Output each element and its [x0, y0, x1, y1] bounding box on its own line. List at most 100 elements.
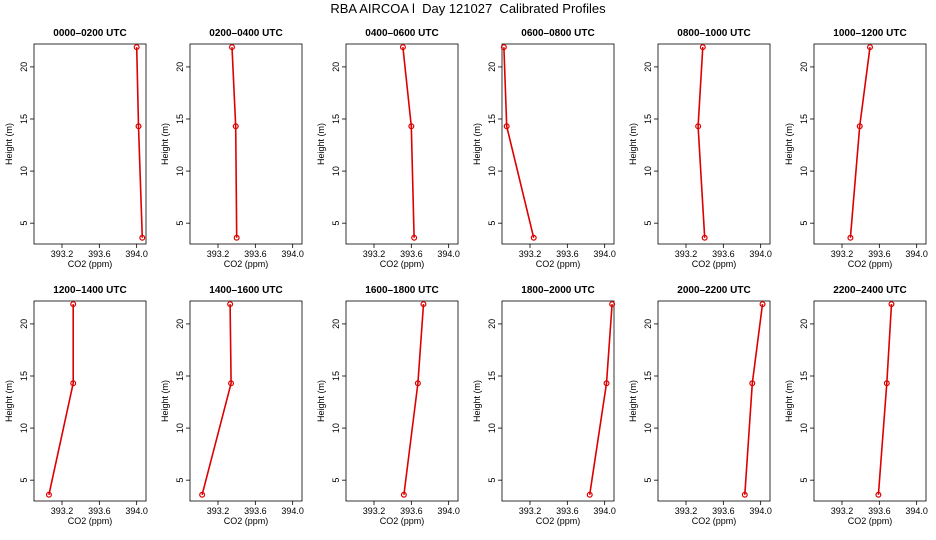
x-tick-label: 393.2 [207, 249, 230, 259]
y-tick-label: 5 [643, 221, 653, 226]
profile-point [503, 123, 510, 130]
panel-title: 1600–1800 UTC [365, 285, 438, 296]
y-tick-label: 5 [331, 221, 341, 226]
plot-frame [813, 43, 927, 245]
y-axis-label: Height (m) [628, 380, 638, 422]
y-tick-label: 10 [799, 166, 809, 176]
x-tick-label: 393.6 [556, 249, 579, 259]
x-tick-label: 393.2 [831, 249, 854, 259]
x-tick-label: 393.6 [88, 506, 111, 516]
profile-point [135, 123, 142, 130]
y-tick-label: 5 [487, 478, 497, 483]
x-tick-label: 393.2 [519, 506, 542, 516]
profile-point [847, 234, 854, 241]
x-tick-label: 394.0 [593, 506, 616, 516]
x-axis-label: CO2 (ppm) [224, 259, 269, 269]
profile-point [741, 491, 748, 498]
profile-point [411, 234, 418, 241]
profile-point [586, 491, 593, 498]
y-axis-label: Height (m) [316, 380, 326, 422]
profile-line [403, 304, 425, 495]
x-tick-label: 394.0 [281, 249, 304, 259]
x-tick-label: 394.0 [437, 506, 460, 516]
x-tick-label: 393.6 [244, 506, 267, 516]
x-tick-label: 393.2 [831, 506, 854, 516]
x-axis-label: CO2 (ppm) [848, 259, 893, 269]
y-tick-label: 15 [799, 114, 809, 124]
x-tick-label: 394.0 [749, 506, 772, 516]
x-tick-label: 393.2 [519, 249, 542, 259]
plot-frame [345, 300, 459, 502]
x-tick-label: 393.6 [400, 249, 423, 259]
chart-title: RBA AIRCOA l Day 121027 Calibrated Profi… [330, 1, 606, 16]
y-tick-label: 10 [331, 166, 341, 176]
x-tick-label: 393.2 [51, 506, 74, 516]
y-tick-label: 20 [175, 319, 185, 329]
y-tick-label: 15 [331, 371, 341, 381]
y-tick-label: 10 [19, 423, 29, 433]
y-tick-label: 5 [19, 221, 29, 226]
y-tick-label: 20 [19, 62, 29, 72]
x-axis-label: CO2 (ppm) [692, 259, 737, 269]
x-tick-label: 393.2 [675, 249, 698, 259]
y-tick-label: 20 [19, 319, 29, 329]
x-axis-label: CO2 (ppm) [692, 516, 737, 526]
profile-line [231, 47, 238, 238]
profile-line [697, 47, 706, 238]
profile-point [603, 380, 610, 387]
x-tick-label: 394.0 [593, 249, 616, 259]
x-tick-label: 393.2 [51, 249, 74, 259]
profile-line [877, 304, 893, 495]
y-tick-label: 20 [487, 319, 497, 329]
y-tick-label: 5 [643, 478, 653, 483]
plot-frame [501, 43, 615, 245]
profile-line [201, 304, 232, 496]
y-tick-label: 15 [175, 114, 185, 124]
plot-frame [813, 300, 927, 502]
plot-frame [33, 43, 147, 245]
x-tick-label: 394.0 [749, 249, 772, 259]
profile-line [503, 47, 535, 238]
profile-point [414, 380, 421, 387]
plot-frame [501, 300, 615, 502]
y-tick-label: 10 [487, 166, 497, 176]
x-tick-label: 393.6 [868, 506, 891, 516]
profile-point [866, 44, 873, 51]
profile-point [408, 123, 415, 130]
y-tick-label: 15 [331, 114, 341, 124]
profile-point [420, 301, 427, 308]
profile-point [233, 234, 240, 241]
y-axis-label: Height (m) [160, 380, 170, 422]
plot-frame [189, 43, 303, 245]
profile-line [48, 304, 74, 495]
y-axis-label: Height (m) [472, 123, 482, 165]
y-tick-label: 15 [175, 371, 185, 381]
profile-point [856, 123, 863, 130]
y-tick-label: 10 [175, 166, 185, 176]
profile-point [229, 44, 236, 51]
profile-point [227, 301, 234, 308]
panel-title: 0600–0800 UTC [521, 28, 594, 39]
x-tick-label: 394.0 [905, 506, 928, 516]
x-axis-label: CO2 (ppm) [848, 516, 893, 526]
y-tick-label: 5 [799, 478, 809, 483]
profile-point [45, 491, 52, 498]
profile-line [744, 303, 764, 495]
panel-title: 0400–0600 UTC [365, 28, 438, 39]
profile-point [232, 123, 239, 130]
panel-title: 1000–1200 UTC [833, 28, 906, 39]
x-tick-label: 393.6 [868, 249, 891, 259]
plot-frame [189, 300, 303, 502]
y-tick-label: 5 [19, 478, 29, 483]
panel-title: 0800–1000 UTC [677, 28, 750, 39]
y-axis-label: Height (m) [316, 123, 326, 165]
y-tick-label: 15 [487, 114, 497, 124]
y-tick-label: 15 [487, 371, 497, 381]
y-tick-label: 20 [175, 62, 185, 72]
y-tick-label: 20 [643, 62, 653, 72]
y-tick-label: 5 [331, 478, 341, 483]
x-tick-label: 394.0 [281, 506, 304, 516]
profile-point [883, 380, 890, 387]
x-axis-label: CO2 (ppm) [536, 259, 581, 269]
x-tick-label: 393.6 [712, 249, 735, 259]
